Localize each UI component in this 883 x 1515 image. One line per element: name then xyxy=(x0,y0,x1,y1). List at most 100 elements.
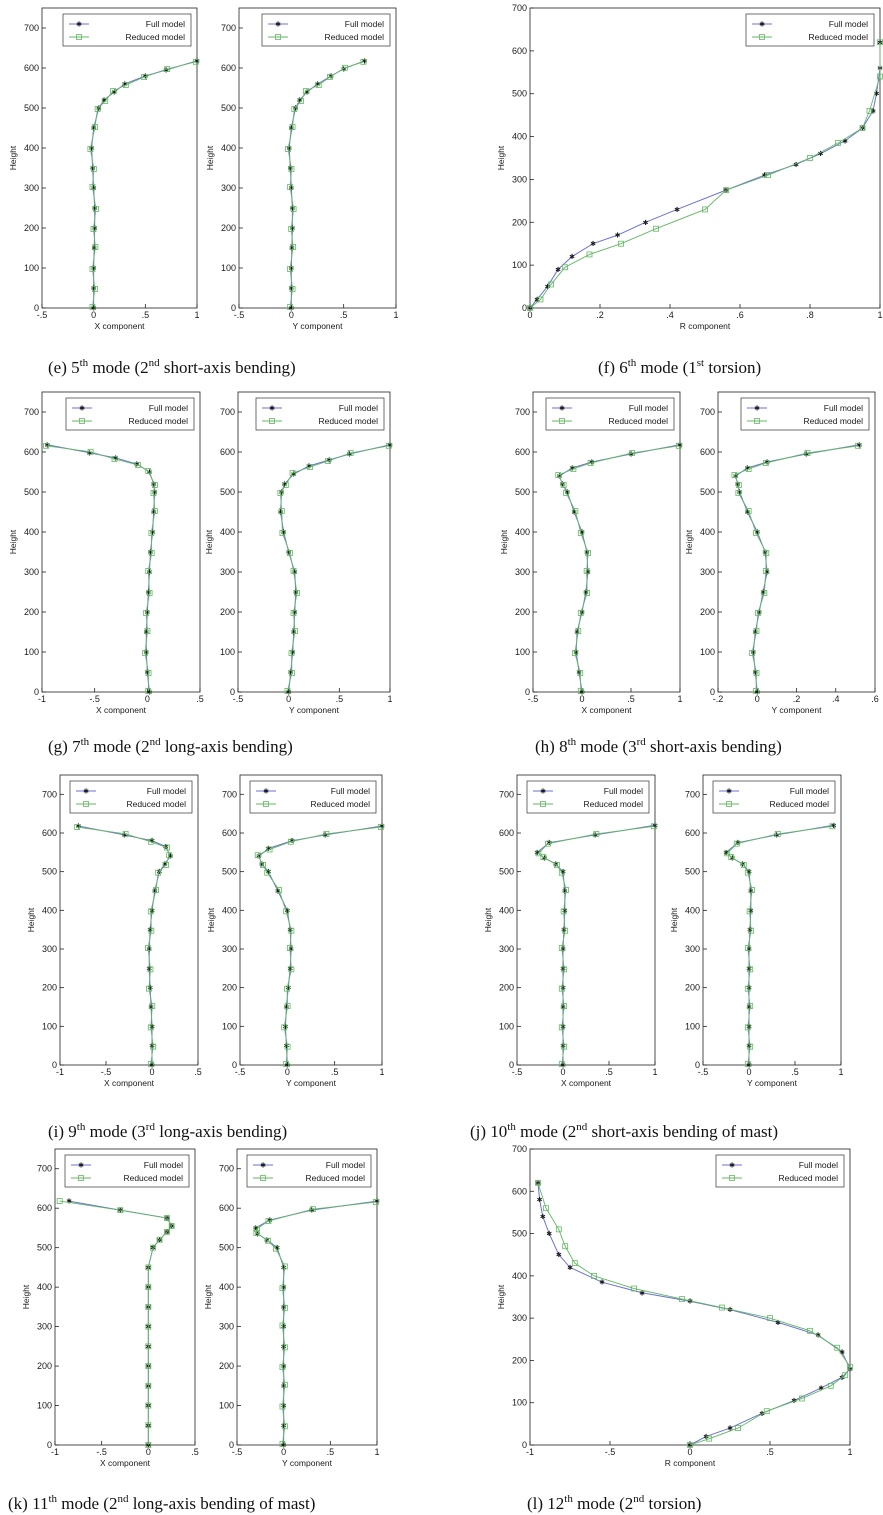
point-full: ✱ xyxy=(639,1289,645,1297)
x-tick-label: 1 xyxy=(387,694,392,704)
point-full: ✱ xyxy=(567,1264,573,1272)
point-full: ✱ xyxy=(281,1264,287,1272)
y-axis-label: Height xyxy=(203,1284,213,1309)
point-reduced xyxy=(679,1296,685,1303)
point-full: ✱ xyxy=(89,145,95,153)
legend-marker-reduced xyxy=(83,801,89,807)
point-full: ✱ xyxy=(527,305,533,313)
point-reduced xyxy=(279,1322,286,1329)
legend-box xyxy=(246,1154,372,1188)
x-tick-label: -.5 xyxy=(698,1067,709,1077)
x-tick-label: -.5 xyxy=(235,1067,246,1077)
point-reduced xyxy=(149,1003,156,1009)
y-tick-label: 600 xyxy=(700,447,715,457)
legend-marker-full: ✱ xyxy=(269,405,275,413)
point-full: ✱ xyxy=(831,822,837,830)
point-reduced xyxy=(288,670,295,676)
legend: ✱ Full model Reduced model xyxy=(261,13,391,47)
point-reduced xyxy=(292,628,298,634)
point-full: ✱ xyxy=(91,185,97,193)
y-tick-label: 500 xyxy=(512,1229,527,1239)
point-reduced xyxy=(563,887,569,893)
plot-area xyxy=(59,774,199,1066)
point-reduced xyxy=(254,852,261,859)
point-reduced xyxy=(287,838,294,845)
point-reduced xyxy=(558,1061,565,1067)
x-tick-label: -.5 xyxy=(89,694,100,704)
caption-i: (i) 9th mode (3rd long-axis bending) xyxy=(48,1121,287,1141)
point-full: ✱ xyxy=(152,489,158,497)
legend-marker-full: ✱ xyxy=(559,405,565,413)
point-reduced xyxy=(827,1382,834,1389)
point-full: ✱ xyxy=(754,689,760,697)
point-full: ✱ xyxy=(284,1062,290,1070)
point-reduced xyxy=(145,1402,152,1409)
point-reduced xyxy=(141,74,148,80)
y-tick-label: 0 xyxy=(522,303,527,313)
point-full: ✱ xyxy=(615,232,621,240)
point-reduced xyxy=(287,184,294,190)
y-tick-label: 100 xyxy=(24,647,39,657)
y-tick-label: 0 xyxy=(52,1060,57,1070)
x-tick-label: .5 xyxy=(331,1067,339,1077)
point-reduced xyxy=(122,82,129,88)
point-full: ✱ xyxy=(537,1196,543,1204)
series-line-reduced xyxy=(529,42,881,309)
point-full: ✱ xyxy=(288,185,294,193)
point-reduced xyxy=(284,985,290,992)
point-full: ✱ xyxy=(560,868,566,876)
legend: ✱ Full model Reduced model xyxy=(715,1154,845,1188)
chart-i-x: -1 -.5 0 .5 0 100 200 300 400 500 600 700 X componen… xyxy=(26,774,202,1088)
point-full: ✱ xyxy=(304,89,310,97)
point-full: ✱ xyxy=(194,57,200,65)
point-full: ✱ xyxy=(91,265,97,273)
point-full: ✱ xyxy=(162,860,168,868)
point-reduced xyxy=(753,670,760,676)
point-full: ✱ xyxy=(322,831,328,839)
y-tick-label: 400 xyxy=(220,527,235,537)
point-reduced xyxy=(90,166,97,172)
y-tick-label: 400 xyxy=(24,143,39,153)
legend-marker-full: ✱ xyxy=(76,21,82,29)
point-reduced xyxy=(555,472,562,478)
point-full: ✱ xyxy=(735,481,741,489)
point-reduced xyxy=(147,1024,154,1031)
point-full: ✱ xyxy=(687,1442,693,1450)
y-tick-label: 200 xyxy=(512,1355,527,1365)
point-full: ✱ xyxy=(284,907,290,915)
point-reduced xyxy=(535,850,542,857)
point-full: ✱ xyxy=(283,1023,289,1031)
point-reduced xyxy=(558,985,565,992)
legend-marker-full: ✱ xyxy=(726,788,732,796)
x-axis-label: Y component xyxy=(293,321,344,331)
y-tick-label: 700 xyxy=(24,407,39,417)
y-tick-label: 300 xyxy=(685,944,700,954)
point-full: ✱ xyxy=(569,253,575,261)
legend-box xyxy=(545,397,675,431)
point-full: ✱ xyxy=(145,589,151,597)
point-reduced xyxy=(572,650,578,656)
legend-marker-reduced xyxy=(729,1175,735,1181)
point-reduced xyxy=(591,1272,597,1279)
point-reduced xyxy=(135,462,141,468)
point-reduced xyxy=(168,1223,175,1229)
x-tick-label: 0 xyxy=(149,1067,154,1077)
x-tick-label: 1 xyxy=(379,1067,384,1077)
y-tick-label: 100 xyxy=(685,1021,700,1031)
point-full: ✱ xyxy=(147,569,153,577)
point-reduced xyxy=(288,650,295,656)
point-reduced xyxy=(859,125,866,131)
point-reduced xyxy=(618,240,624,247)
y-axis-label: Height xyxy=(8,529,18,554)
point-full: ✱ xyxy=(746,1062,752,1070)
point-full: ✱ xyxy=(584,549,590,557)
point-reduced xyxy=(284,688,291,694)
point-reduced xyxy=(150,490,157,496)
point-full: ✱ xyxy=(727,1425,733,1433)
point-reduced xyxy=(74,824,81,830)
legend-label-full: Full model xyxy=(790,786,829,796)
y-tick-label: 400 xyxy=(24,527,39,537)
